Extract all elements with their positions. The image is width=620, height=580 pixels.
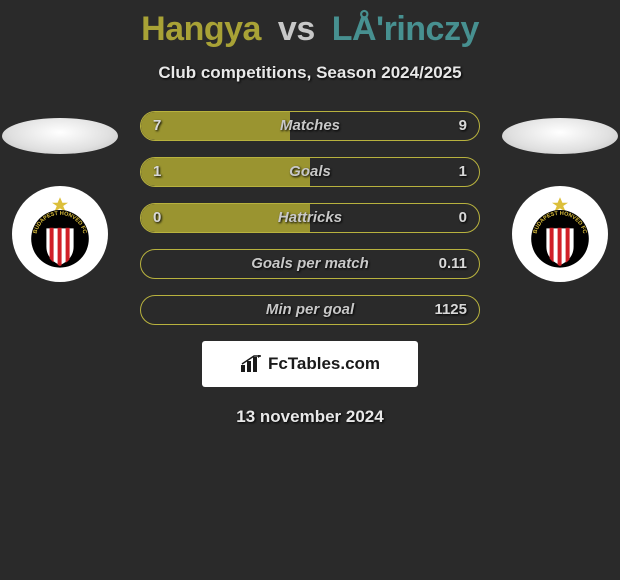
- stat-row: Min per goal1125: [140, 295, 480, 325]
- player1-club-crest: BUDAPEST HONVÉD FC: [12, 186, 108, 282]
- stat-row: 1Goals1: [140, 157, 480, 187]
- stat-right-value: 1: [459, 158, 467, 186]
- date-text: 13 november 2024: [0, 407, 620, 427]
- stats-container: 7Matches9 1Goals1 0Hattricks0 Goals per mat…: [140, 111, 480, 325]
- bars-icon: [240, 355, 264, 373]
- stat-row: 7Matches9: [140, 111, 480, 141]
- stat-label: Goals: [141, 158, 479, 186]
- stat-right-value: 1125: [434, 296, 467, 324]
- stat-right-value: 0: [459, 204, 467, 232]
- stat-right-value: 0.11: [439, 250, 467, 278]
- stat-label: Hattricks: [141, 204, 479, 232]
- player2-logo-group: BUDAPEST HONVÉD FC: [502, 118, 618, 282]
- player2-nameplate-disc: [502, 118, 618, 154]
- stat-right-value: 9: [459, 112, 467, 140]
- subtitle: Club competitions, Season 2024/2025: [0, 63, 620, 83]
- stat-label: Min per goal: [141, 296, 479, 324]
- stat-row: Goals per match0.11: [140, 249, 480, 279]
- branding-box[interactable]: FcTables.com: [202, 341, 418, 387]
- stat-label: Goals per match: [141, 250, 479, 278]
- player2-name: LÅ'rinczy: [332, 10, 479, 48]
- stat-row: 0Hattricks0: [140, 203, 480, 233]
- player1-logo-group: BUDAPEST HONVÉD FC: [2, 118, 118, 282]
- stat-label: Matches: [141, 112, 479, 140]
- player2-club-crest: BUDAPEST HONVÉD FC: [512, 186, 608, 282]
- comparison-title: Hangya vs LÅ'rinczy: [0, 0, 620, 49]
- branding-text: FcTables.com: [268, 354, 380, 374]
- vs-separator: vs: [270, 10, 323, 48]
- player1-nameplate-disc: [2, 118, 118, 154]
- player1-name: Hangya: [141, 10, 261, 48]
